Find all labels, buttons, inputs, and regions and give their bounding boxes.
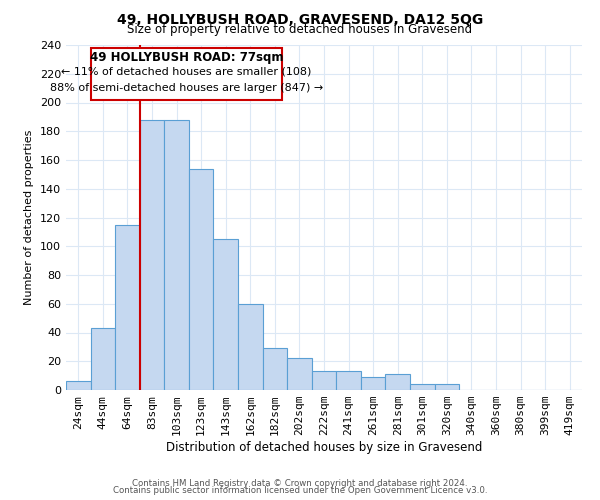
X-axis label: Distribution of detached houses by size in Gravesend: Distribution of detached houses by size …: [166, 441, 482, 454]
Text: 49, HOLLYBUSH ROAD, GRAVESEND, DA12 5QG: 49, HOLLYBUSH ROAD, GRAVESEND, DA12 5QG: [117, 12, 483, 26]
Text: 49 HOLLYBUSH ROAD: 77sqm: 49 HOLLYBUSH ROAD: 77sqm: [89, 51, 283, 64]
Bar: [287, 358, 312, 390]
Bar: [385, 374, 410, 390]
Bar: [91, 328, 115, 390]
Bar: [140, 120, 164, 390]
Bar: [336, 372, 361, 390]
Bar: [410, 384, 434, 390]
FancyBboxPatch shape: [91, 48, 282, 100]
Text: Contains HM Land Registry data © Crown copyright and database right 2024.: Contains HM Land Registry data © Crown c…: [132, 478, 468, 488]
Y-axis label: Number of detached properties: Number of detached properties: [25, 130, 34, 305]
Bar: [115, 224, 140, 390]
Bar: [312, 372, 336, 390]
Text: Size of property relative to detached houses in Gravesend: Size of property relative to detached ho…: [127, 22, 473, 36]
Text: 88% of semi-detached houses are larger (847) →: 88% of semi-detached houses are larger (…: [50, 83, 323, 93]
Bar: [238, 304, 263, 390]
Bar: [434, 384, 459, 390]
Text: Contains public sector information licensed under the Open Government Licence v3: Contains public sector information licen…: [113, 486, 487, 495]
Bar: [263, 348, 287, 390]
Bar: [214, 239, 238, 390]
Bar: [164, 120, 189, 390]
Bar: [189, 168, 214, 390]
Text: ← 11% of detached houses are smaller (108): ← 11% of detached houses are smaller (10…: [61, 67, 311, 77]
Bar: [361, 377, 385, 390]
Bar: [66, 382, 91, 390]
